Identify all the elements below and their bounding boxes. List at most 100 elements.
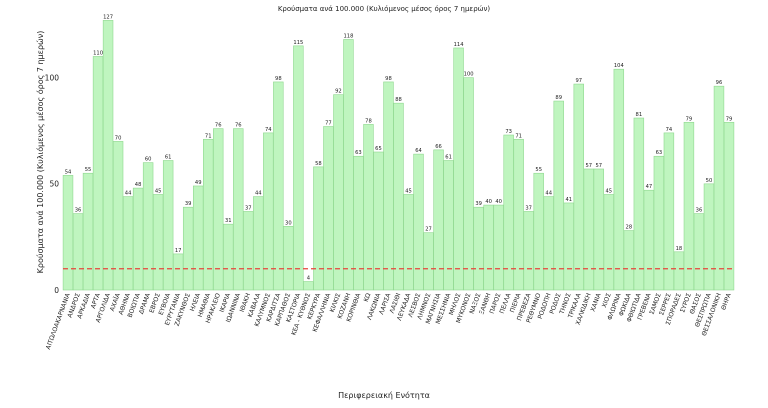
bar-ΙΩΑΝΝΙΝΑ (233, 128, 244, 291)
bar-value-label: 44 (255, 191, 262, 197)
x-tick-label: ΑΙΤΩΛΟΑΚΑΡΝΑΝΙΑ (45, 292, 72, 351)
bar-value-label: 104 (614, 63, 625, 69)
bar-value-label: 79 (686, 116, 693, 122)
bar-value-label: 114 (454, 42, 465, 48)
bar-ΚΟΡΙΝΘΙΑ (353, 155, 364, 291)
bar-ΚΕΦΑΛΛΗΝΙΑ (323, 126, 334, 291)
bar-value-label: 88 (395, 97, 402, 103)
y-tick-label: 50 (49, 180, 59, 189)
bar-ΛΕΣΒΟΣ (413, 153, 424, 291)
bar-value-label: 4 (307, 276, 311, 282)
bar-ΘΑΣΟΣ (693, 213, 705, 291)
bar-value-label: 100 (464, 72, 474, 78)
bar-ΑΡΓΟΛΙΔΑ (102, 20, 114, 291)
bar-ΠΙΕΡΙΑ (513, 138, 524, 291)
bar-ΑΡΚΑΔΙΑ (82, 172, 94, 291)
bar-value-label: 74 (666, 127, 673, 133)
bar-value-label: 30 (285, 220, 292, 226)
bar-ΚΙΛΚΙΣ (333, 94, 344, 291)
bar-value-label: 47 (646, 184, 653, 190)
bar-ΠΑΡΟΣ (493, 204, 504, 291)
x-axis-label: Περιφερειακή Ενότητα (338, 390, 430, 400)
bar-value-label: 40 (485, 199, 492, 205)
y-tick-label: 100 (45, 73, 60, 82)
bar-ΚΕΑ - ΚΥΘΝΟΣ (303, 281, 314, 291)
bar-ΤΗΝΟΣ (563, 202, 574, 291)
bar-ΘΗΡΑ (723, 121, 735, 291)
bar-value-label: 37 (525, 205, 532, 211)
bar-ΦΩΚΙΔΑ (623, 230, 635, 291)
bar-ΦΛΩΡΙΝΑ (613, 68, 625, 291)
chart-title: Κρούσματα ανά 100.000 (Κυλιόμενος μέσος … (278, 5, 491, 13)
bar-ΒΟΙΩΤΙΑ (132, 187, 144, 291)
bar-value-label: 60 (145, 157, 152, 163)
bar-ΣΥΡΟΣ (683, 121, 695, 291)
bar-value-label: 39 (185, 201, 192, 207)
bar-ΚΑΡΠΑΘΟΣ (283, 226, 294, 291)
bar-value-label: 66 (435, 144, 442, 150)
bar-value-label: 76 (215, 123, 222, 129)
bar-value-label: 127 (103, 14, 113, 20)
bar-ΚΑΒΑΛΑ (253, 196, 264, 291)
bar-value-label: 58 (315, 161, 322, 167)
bar-ΑΝΔΡΟΣ (72, 213, 84, 291)
bar-ΜΕΣΣΗΝΙΑ (443, 160, 454, 291)
bar-ΧΑΛΚΙΔΙΚΗ (583, 168, 594, 291)
bar-ΜΥΚΟΝΟΣ (463, 77, 474, 291)
bar-value-label: 63 (656, 150, 663, 156)
bar-value-label: 44 (125, 191, 132, 197)
bar-ΚΩ (363, 124, 374, 291)
x-axis-tick-labels: ΑΙΤΩΛΟΑΚΑΡΝΑΝΙΑΑΝΔΡΟΣΑΡΚΑΔΙΑΑΡΤΑΑΡΓΟΛΙΔΑ… (45, 291, 733, 351)
bar-ΚΑΛΥΜΝΟΣ (263, 132, 274, 291)
bar-ΣΕΡΡΕΣ (663, 132, 675, 291)
bar-ΧΑΝΙΑ (593, 168, 605, 291)
bar-value-label: 89 (555, 95, 562, 101)
bar-value-label: 65 (375, 146, 382, 152)
bar-value-label: 71 (205, 133, 212, 139)
bar-value-label: 54 (65, 169, 72, 175)
bar-value-label: 27 (425, 227, 432, 233)
bar-value-label: 70 (115, 135, 122, 141)
bar-value-label: 64 (415, 148, 422, 154)
bar-ΛΑΣΙΘΙ (393, 102, 404, 291)
bar-value-label: 98 (385, 76, 392, 82)
bar-ΜΗΛΟΣ (453, 47, 464, 291)
bar-ΠΡΕΒΕΖΑ (523, 211, 534, 291)
bar-value-label: 74 (265, 127, 272, 133)
y-axis-label: Κρούσματα ανά 100.000 (Κυλιόμενος μέσος … (35, 31, 45, 274)
bar-value-label: 41 (565, 197, 572, 203)
bar-ΙΚΑΡΙΑ (223, 223, 234, 291)
bar-ΦΘΙΩΤΙΔΑ (633, 117, 645, 291)
bar-ΚΑΣΤΟΡΙΑ (293, 45, 304, 291)
bar-ΕΥΡΥΤΑΝΙΑ (172, 253, 184, 291)
bar-ΗΜΑΘΙΑ (203, 138, 214, 291)
bar-value-label: 18 (676, 246, 683, 252)
bar-value-label: 79 (726, 116, 733, 122)
bar-ΣΠΟΡΑΔΕΣ (673, 251, 685, 291)
bar-ΕΒΡΟΣ (152, 194, 164, 291)
bar-value-label: 50 (706, 178, 713, 184)
bar-value-label: 37 (245, 205, 252, 211)
bar-value-label: 49 (195, 180, 202, 186)
bar-ΡΕΘΥΜΝΟ (533, 172, 544, 291)
bar-ΘΕΣΣΑΛΟΝΙΚΗ (713, 85, 725, 291)
bar-ΧΙΟΣ (603, 194, 615, 291)
bar-ΔΡΑΜΑ (142, 162, 154, 291)
bar-value-label: 36 (75, 208, 82, 214)
bar-value-label: 78 (365, 118, 372, 124)
bar-value-label: 40 (495, 199, 502, 205)
bar-ΚΑΡΔΙΤΣΑ (273, 81, 284, 291)
bar-ΝΑΞΟΣ (473, 206, 484, 291)
bar-ΑΡΤΑ (92, 56, 104, 291)
bar-ΗΛΕΙΑ (192, 185, 204, 291)
bar-value-label: 77 (325, 121, 332, 127)
bar-value-label: 48 (135, 182, 142, 188)
bar-value-label: 44 (545, 191, 552, 197)
bar-value-label: 110 (93, 50, 103, 56)
bar-ΑΙΤΩΛΟΑΚΑΡΝΑΝΙΑ (62, 175, 74, 291)
bar-ΑΘΗΝΑ (122, 196, 134, 291)
bar-ΚΟΖΑΝΗ (343, 39, 354, 291)
bar-value-label: 97 (575, 78, 582, 84)
